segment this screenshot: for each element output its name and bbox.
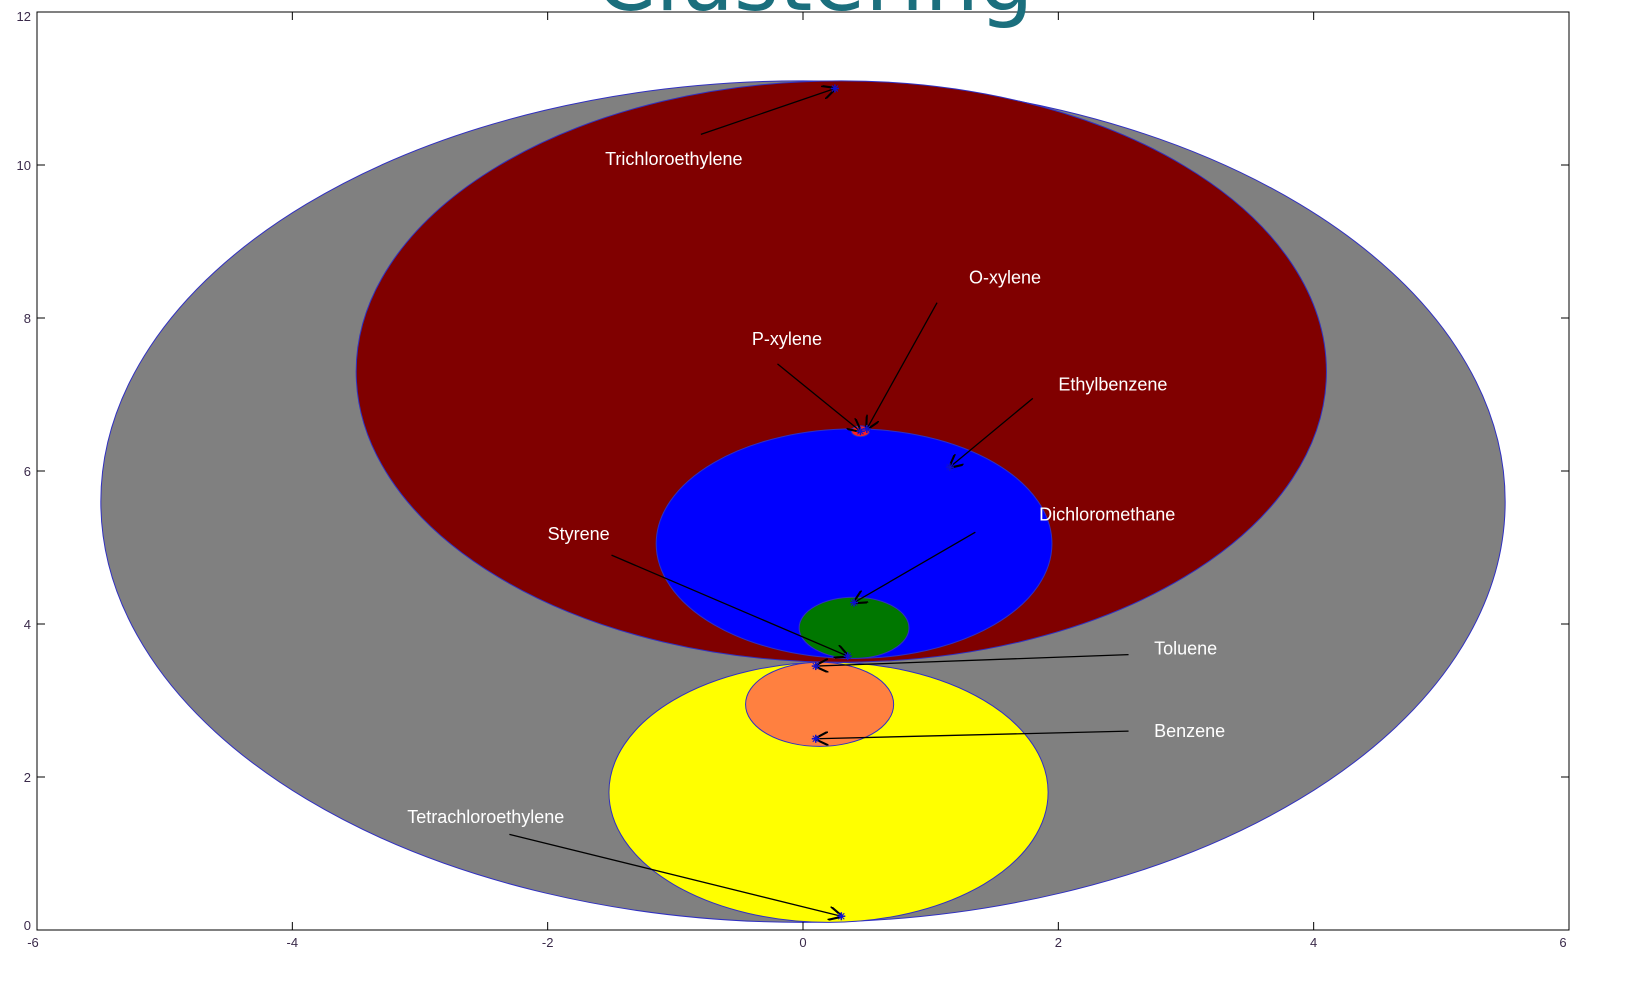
x-tick-label: -4 bbox=[287, 935, 299, 950]
y-tick-label: 8 bbox=[24, 311, 31, 326]
arrow-trichloroethylene bbox=[700, 89, 835, 136]
label-styrene: Styrene bbox=[548, 524, 610, 544]
label-toluene: Toluene bbox=[1154, 639, 1217, 659]
y-tick-label: 10 bbox=[17, 158, 31, 173]
label-dichloromethane: Dichloromethane bbox=[1039, 505, 1175, 525]
x-tick-label: 0 bbox=[799, 935, 806, 950]
annotation-arrows bbox=[509, 89, 1129, 917]
x-tick-label: 4 bbox=[1310, 935, 1317, 950]
cluster-ellipses bbox=[100, 80, 1506, 923]
marker-toluene bbox=[811, 662, 820, 671]
arrow-o-xylene bbox=[867, 302, 938, 429]
marker-p-xylene bbox=[856, 427, 865, 436]
arrow-styrene bbox=[611, 554, 848, 656]
label-ethylbenzene: Ethylbenzene bbox=[1058, 375, 1167, 395]
marker-ethylbenzene bbox=[945, 463, 954, 472]
label-o-xylene: O-xylene bbox=[969, 268, 1041, 288]
marker-trichloroethylene bbox=[830, 84, 839, 93]
y-tick-label: 4 bbox=[24, 617, 31, 632]
chart-title: Clustering bbox=[0, 0, 1629, 24]
cluster-ellipse-orange bbox=[745, 661, 895, 747]
x-tick-label: 2 bbox=[1055, 935, 1062, 950]
y-tick-label: 0 bbox=[24, 918, 31, 933]
label-trichloroethylene: Trichloroethylene bbox=[605, 149, 742, 169]
marker-tetrachloroethylene bbox=[837, 912, 846, 921]
label-tetrachloroethylene: Tetrachloroethylene bbox=[407, 807, 564, 827]
x-tick-label: -6 bbox=[27, 935, 39, 950]
data-markers bbox=[811, 84, 954, 921]
y-tick-label: 12 bbox=[17, 9, 31, 24]
marker-o-xylene bbox=[862, 424, 871, 433]
marker-benzene bbox=[811, 734, 820, 743]
arrow-p-xylene bbox=[777, 363, 860, 431]
arrow-benzene bbox=[816, 730, 1129, 739]
marker-styrene bbox=[843, 652, 852, 661]
arrow-dichloromethane bbox=[854, 531, 976, 602]
annotation-labels: Trichloroethylene O-xylene P-xylene Ethylbe… bbox=[407, 149, 1225, 827]
arrow-ethylbenzene bbox=[950, 397, 1034, 467]
arrow-tetrachloroethylene bbox=[509, 833, 841, 916]
x-tick-label: 6 bbox=[1559, 935, 1566, 950]
label-benzene: Benzene bbox=[1154, 721, 1225, 741]
marker-dichloromethane bbox=[850, 598, 859, 607]
arrow-toluene bbox=[816, 653, 1129, 666]
label-p-xylene: P-xylene bbox=[752, 329, 822, 349]
axis-ticks: -6 -4 -2 0 2 4 6 0 2 4 6 8 10 12 bbox=[17, 9, 1570, 950]
x-tick-label: -2 bbox=[542, 935, 554, 950]
y-tick-label: 2 bbox=[24, 770, 31, 785]
y-tick-label: 6 bbox=[24, 464, 31, 479]
